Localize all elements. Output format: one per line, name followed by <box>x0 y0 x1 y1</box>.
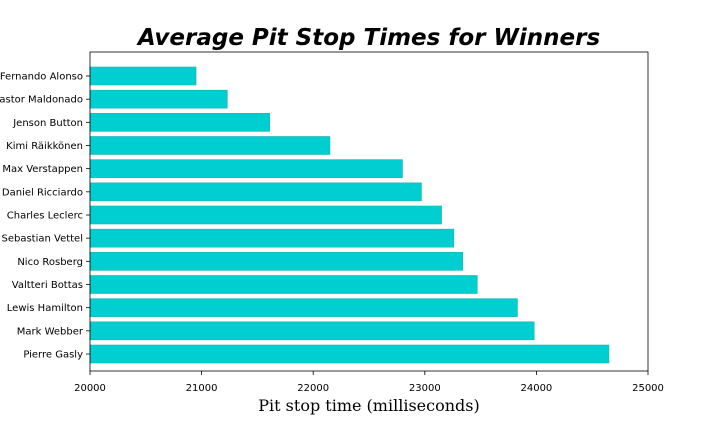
category-label: Mark Webber <box>17 326 84 337</box>
x-tick-label: 20000 <box>74 383 106 394</box>
chart-title: Average Pit Stop Times for Winners <box>136 25 600 51</box>
bar <box>89 321 535 341</box>
x-axis-ticks: 20000 21000 22000 23000 24000 25000 <box>74 371 664 394</box>
bar <box>89 182 422 202</box>
category-label: Jenson Button <box>12 118 83 129</box>
bar <box>89 252 464 271</box>
category-label: Valtteri Bottas <box>12 280 83 291</box>
x-tick-label: 22000 <box>297 383 329 394</box>
bar <box>89 205 442 225</box>
x-axis-label: Pit stop time (milliseconds) <box>258 396 479 415</box>
category-label: Pierre Gasly <box>23 350 83 361</box>
x-tick-label: 25000 <box>632 383 664 394</box>
bar <box>89 344 610 364</box>
bar <box>89 228 455 248</box>
category-label: Kimi Räikkönen <box>6 141 83 152</box>
category-label: Daniel Ricciardo <box>2 187 83 198</box>
category-label: Charles Leclerc <box>7 211 83 222</box>
bar <box>89 159 403 178</box>
category-labels: Fernando Alonso Pastor Maldonado Jenson Bu… <box>0 72 90 361</box>
bar <box>89 136 331 155</box>
x-tick-label: 24000 <box>520 383 552 394</box>
category-label: Max Verstappen <box>2 164 83 175</box>
bar <box>89 66 197 86</box>
x-tick-label: 21000 <box>186 383 218 394</box>
bars-layer <box>89 66 610 364</box>
category-label: Pastor Maldonado <box>0 95 83 106</box>
bar <box>89 298 518 317</box>
category-label: Nico Rosberg <box>17 257 83 268</box>
category-label: Sebastian Vettel <box>1 234 83 245</box>
plot-frame <box>89 51 649 372</box>
category-label: Lewis Hamilton <box>7 303 83 314</box>
bar <box>89 113 270 132</box>
category-label: Fernando Alonso <box>0 72 83 83</box>
x-tick-label: 23000 <box>409 383 441 394</box>
bar <box>89 89 228 109</box>
bar <box>89 275 478 294</box>
